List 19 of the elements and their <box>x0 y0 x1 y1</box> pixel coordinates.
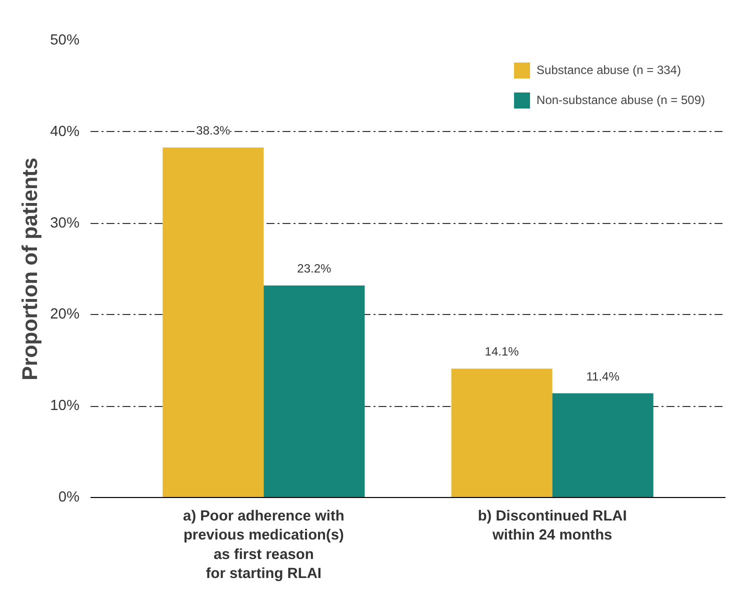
data-label: 23.2% <box>297 261 332 276</box>
y-tick-label: 40% <box>50 124 80 140</box>
bar <box>552 393 654 498</box>
y-tick-label: 20% <box>50 306 80 323</box>
data-label: 14.1% <box>484 344 520 359</box>
data-label: 11.4% <box>586 369 620 384</box>
bar <box>162 147 264 498</box>
x-tick-label: a) Poor adherence with previous medication(s) as first reason for starting RLAI <box>183 508 344 582</box>
legend-label: Substance abuse (n = 334) <box>536 63 681 77</box>
bar <box>451 368 552 498</box>
legend-label: Non-substance abuse (n = 509) <box>536 93 705 107</box>
y-axis-title: Proportion of patients <box>18 158 42 380</box>
y-tick-label: 10% <box>50 398 80 414</box>
y-tick-label: 50% <box>50 32 80 48</box>
bar <box>264 285 365 498</box>
x-tick-label: b) Discontinued RLAI within 24 months <box>478 508 627 544</box>
y-tick-label: 30% <box>50 215 80 232</box>
data-label: 38.3% <box>196 123 231 138</box>
y-tick-label: 0% <box>58 490 80 506</box>
